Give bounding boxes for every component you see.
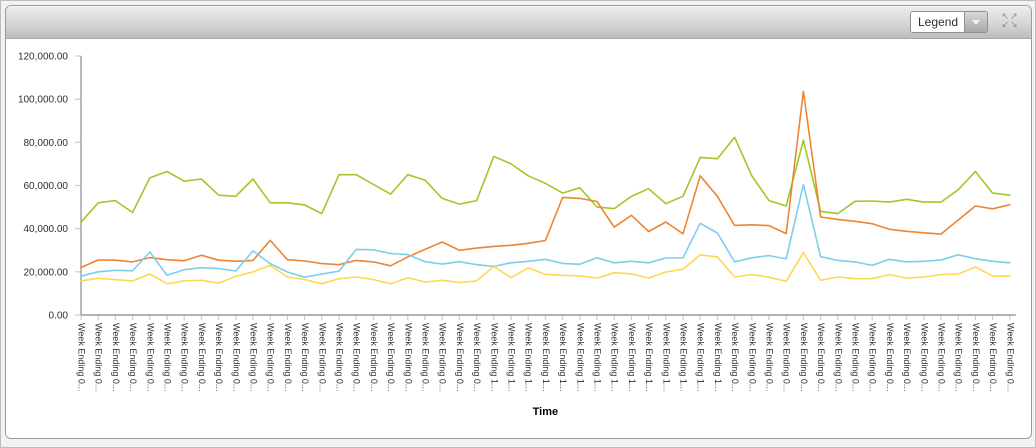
y-axis-tick-label: 0.00 [49,311,69,322]
x-axis-label: Week Ending 0... [421,323,431,391]
x-axis-label: Week Ending 0... [231,323,241,391]
x-axis-label: Week Ending 0... [816,323,826,391]
x-axis-label: Week Ending 0... [145,323,155,391]
x-axis-label: Week Ending 0... [902,323,912,391]
x-axis-label: Week Ending 0... [438,323,448,391]
x-axis-label: Week Ending 0... [128,323,138,391]
x-axis-label: Week Ending 0... [919,323,929,391]
x-axis-label: Week Ending 1... [593,323,603,391]
x-axis-label: Week Ending 0... [77,323,87,391]
x-axis-label: Week Ending 0... [455,323,465,391]
x-axis-label: Week Ending 0... [283,323,293,391]
x-axis-label: Week Ending 0... [885,323,895,391]
y-axis-tick-label: 60,000.00 [24,181,69,192]
legend-dropdown[interactable]: Legend [910,11,988,33]
legend-dropdown-value[interactable]: Legend [911,12,964,32]
y-axis-tick-label: 20,000.00 [24,267,69,278]
x-axis-label: Week Ending 0... [988,323,998,391]
toolbar: Legend ↖↗ ↙↘ [6,6,1031,39]
x-axis-label: Week Ending 0... [197,323,207,391]
y-axis-tick-label: 120,000.00 [18,52,68,63]
x-axis-label: Week Ending 0... [111,323,121,391]
x-axis-label: Week Ending 1... [610,323,620,391]
series-line-green [80,136,1011,223]
x-axis-label: Week Ending 0... [352,323,362,391]
x-axis-label: Week Ending 0... [782,323,792,391]
x-axis-label: Week Ending 0... [937,323,947,391]
line-chart: 120,000.00 100,000.00 80,000.00 60,000.00 40… [18,52,1016,418]
chart-body: 120,000.00 100,000.00 80,000.00 60,000.00 40… [6,39,1031,438]
legend-dropdown-button[interactable] [964,12,987,32]
expand-arrows-icon[interactable]: ↖↗ ↙↘ [1001,11,1019,29]
x-axis-label: Week Ending 0... [300,323,310,391]
x-axis-label: Week Ending 1... [541,323,551,391]
x-axis-label: Week Ending 1... [661,323,671,391]
x-axis-label: Week Ending 0... [954,323,964,391]
x-axis-label: Week Ending 0... [851,323,861,391]
x-axis-title: Time [533,406,558,418]
x-axis-label: Week Ending 0... [1005,323,1015,391]
x-axis-label: Week Ending 0... [472,323,482,391]
x-axis-label: Week Ending 0... [214,323,224,391]
x-axis-label: Week Ending 0... [180,323,190,391]
chart-panel: Legend ↖↗ ↙↘ 120,000.00 100,000.00 80,000.0… [5,5,1032,439]
x-axis-label: Week Ending 0... [163,323,173,391]
series-line-orange [80,90,1011,269]
y-axis-tick-label: 80,000.00 [24,138,69,149]
x-axis-label: Week Ending 1... [713,323,723,391]
x-axis-label: Week Ending 0... [317,323,327,391]
x-axis-label: Week Ending 0... [747,323,757,391]
x-axis-label: Week Ending 1... [558,323,568,391]
x-axis-label: Week Ending 0... [335,323,345,391]
x-axis-label: Week Ending 0... [833,323,843,391]
x-axis-label: Week Ending 1... [627,323,637,391]
x-axis-label: Week Ending 0... [868,323,878,391]
x-axis-label: Week Ending 0... [369,323,379,391]
x-axis-label: Week Ending 0... [249,323,259,391]
x-axis-label: Week Ending 1... [644,323,654,391]
x-axis-label: Week Ending 0... [403,323,413,391]
chevron-down-icon [972,19,980,25]
x-axis-label: Week Ending 0... [386,323,396,391]
y-axis-tick-label: 40,000.00 [24,224,69,235]
y-axis-tick-label: 100,000.00 [18,95,68,106]
series-line-yellow [80,251,1011,285]
series-line-blue [80,183,1011,278]
x-axis-label: Week Ending 1... [507,323,517,391]
x-axis-label: Week Ending 0... [971,323,981,391]
x-axis-label: Week Ending 0... [730,323,740,391]
x-axis-label: Week Ending 1... [679,323,689,391]
x-axis-label: Week Ending 0... [765,323,775,391]
x-axis-label: Week Ending 1... [524,323,534,391]
x-axis-label: Week Ending 1... [489,323,499,391]
x-axis-label: Week Ending 0... [266,323,276,391]
x-axis-label: Week Ending 1... [696,323,706,391]
x-axis-label: Week Ending 0... [799,323,809,391]
x-axis-label: Week Ending 0... [94,323,104,391]
x-axis-label: Week Ending 1... [575,323,585,391]
